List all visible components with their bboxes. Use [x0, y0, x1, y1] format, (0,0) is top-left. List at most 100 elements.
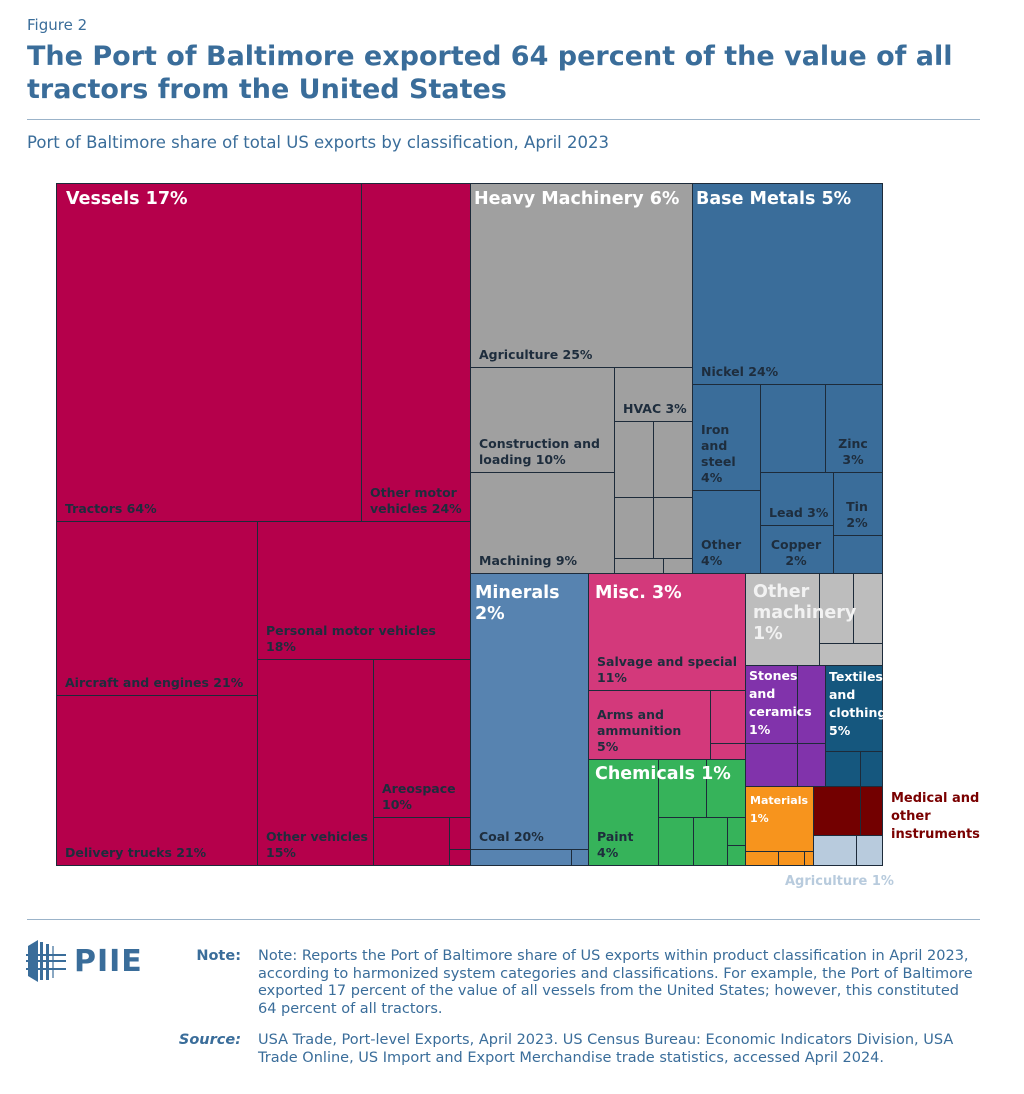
- treemap-cell-unlabeled: [470, 849, 572, 866]
- treemap-cell-unlabeled: [710, 743, 746, 760]
- treemap-cell-unlabeled: [571, 849, 589, 866]
- figure-label: Figure 2: [27, 16, 88, 34]
- cell-label: Lead 3%: [769, 505, 829, 520]
- page-title: The Port of Baltimore exported 64 percen…: [27, 41, 953, 105]
- cell-label: Nickel 24%: [701, 364, 779, 379]
- treemap-cell-unlabeled: [653, 497, 693, 559]
- treemap-cell-unlabeled: [614, 558, 664, 574]
- treemap-cell-unlabeled: [860, 751, 883, 787]
- cell-label: Tractors 64%: [65, 501, 157, 516]
- cell-label: Delivery trucks 21%: [65, 845, 207, 860]
- group-header: Textiles and clothing 5%: [829, 669, 887, 738]
- treemap-cell: Lead 3%: [760, 472, 834, 526]
- cell-label: Arms and ammunition 5%: [597, 707, 682, 754]
- treemap-cell: Agriculture 25%: [470, 183, 693, 368]
- treemap-cell-unlabeled: [614, 497, 654, 559]
- building-logo-icon: [26, 940, 66, 982]
- treemap-cell: Copper 2%: [760, 525, 834, 574]
- treemap-cell: Paint 4%: [588, 759, 659, 866]
- treemap-cell-unlabeled: [745, 851, 779, 866]
- cell-label: Zinc 3%: [838, 436, 868, 467]
- treemap-cell: Tin 2%: [833, 472, 883, 536]
- treemap-cell-unlabeled: [778, 851, 805, 866]
- treemap-cell-unlabeled: [853, 573, 883, 644]
- treemap-cell: Iron and steel 4%: [692, 384, 761, 491]
- external-group-label: Medical and other instruments: [891, 791, 980, 842]
- cell-label: Machining 9%: [479, 553, 578, 568]
- treemap-cell-unlabeled: [813, 786, 861, 836]
- cell-label: Tin 2%: [846, 499, 868, 530]
- treemap-cell: Other motor vehicles 24%: [361, 183, 471, 522]
- cell-label: Salvage and special 11%: [597, 654, 737, 685]
- treemap-cell-unlabeled: [449, 817, 471, 850]
- treemap-cell-unlabeled: [663, 558, 693, 574]
- treemap-cell: Areospace 10%: [373, 659, 471, 818]
- treemap-cell: Salvage and special 11%: [588, 573, 746, 691]
- treemap-cell-unlabeled: [449, 849, 471, 866]
- cell-label: Construction and loading 10%: [479, 436, 600, 467]
- treemap-cell-unlabeled: [614, 421, 654, 498]
- cell-label: Areospace 10%: [382, 781, 456, 812]
- treemap-cell: Machining 9%: [470, 472, 615, 574]
- logo-text: PIIE: [74, 943, 143, 979]
- cell-label: Iron and steel 4%: [701, 422, 736, 485]
- treemap-cell: Coal 20%: [470, 573, 589, 850]
- cell-label: Agriculture 25%: [479, 347, 593, 362]
- note-label: Note:: [196, 948, 241, 964]
- treemap-cell-unlabeled: [745, 743, 798, 787]
- treemap-cell-unlabeled: [819, 643, 883, 666]
- treemap-cell-unlabeled: [813, 835, 857, 866]
- group-header: Other machinery 1%: [753, 582, 857, 644]
- cell-label: Other 4%: [701, 537, 742, 568]
- treemap-cell-unlabeled: [727, 817, 746, 846]
- cell-label: Personal motor vehicles 18%: [266, 623, 436, 654]
- treemap-cell-unlabeled: [856, 835, 883, 866]
- treemap-cell-unlabeled: [825, 751, 861, 787]
- treemap-cell: Other 4%: [692, 490, 761, 574]
- treemap-cell: Construction and loading 10%: [470, 367, 615, 473]
- cell-label: Copper 2%: [770, 537, 822, 568]
- treemap-cell-unlabeled: [833, 535, 883, 574]
- treemap-cell-unlabeled: [693, 817, 728, 866]
- treemap-cell: Arms and ammunition 5%: [588, 690, 711, 760]
- source-text: USA Trade, Port-level Exports, April 202…: [258, 1032, 954, 1066]
- treemap-cell: Nickel 24%: [692, 183, 883, 385]
- group-header: Minerals 2%: [475, 583, 560, 624]
- treemap-cell-unlabeled: [797, 743, 826, 787]
- group-header: Heavy Machinery 6%: [474, 189, 680, 209]
- piie-logo: PIIE: [26, 940, 143, 982]
- treemap-cell-unlabeled: [373, 817, 450, 866]
- divider: [27, 919, 980, 920]
- cell-label: Coal 20%: [479, 829, 544, 844]
- cell-label: Other motor vehicles 24%: [370, 485, 462, 516]
- divider: [27, 119, 980, 120]
- treemap-cell-unlabeled: [710, 690, 746, 744]
- treemap-cell-unlabeled: [760, 384, 826, 473]
- external-group-label: Agriculture 1%: [785, 874, 894, 889]
- treemap-cell-unlabeled: [825, 665, 883, 752]
- treemap-cell-unlabeled: [860, 786, 883, 836]
- cell-label: Other vehicles 15%: [266, 829, 368, 860]
- treemap-chart: Tractors 64% Other motor vehicles 24% Airc…: [56, 183, 980, 889]
- treemap-cell-unlabeled: [653, 421, 693, 498]
- treemap-cell: Delivery trucks 21%: [56, 695, 258, 866]
- group-header: Chemicals 1%: [595, 764, 731, 784]
- treemap-cell-unlabeled: [658, 817, 694, 866]
- treemap-cell: Zinc 3%: [825, 384, 883, 473]
- treemap-cell: Aircraft and engines 21%: [56, 521, 258, 696]
- treemap-cell: HVAC 3%: [614, 367, 693, 422]
- treemap-cell-unlabeled: [727, 845, 746, 866]
- group-header: Stones and ceramics 1%: [749, 668, 812, 737]
- group-header: Base Metals 5%: [696, 189, 852, 209]
- treemap-cell: Other vehicles 15%: [257, 659, 374, 866]
- cell-label: HVAC 3%: [623, 401, 687, 416]
- source-label: Source:: [178, 1032, 241, 1048]
- cell-label: Aircraft and engines 21%: [65, 675, 244, 690]
- treemap-cell: Personal motor vehicles 18%: [257, 521, 471, 660]
- group-header: Vessels 17%: [66, 189, 188, 209]
- chart-subtitle: Port of Baltimore share of total US expo…: [27, 133, 609, 152]
- note-text: Note: Reports the Port of Baltimore shar…: [258, 948, 973, 1017]
- treemap-cell-unlabeled: [745, 573, 820, 666]
- group-header: Misc. 3%: [595, 583, 682, 603]
